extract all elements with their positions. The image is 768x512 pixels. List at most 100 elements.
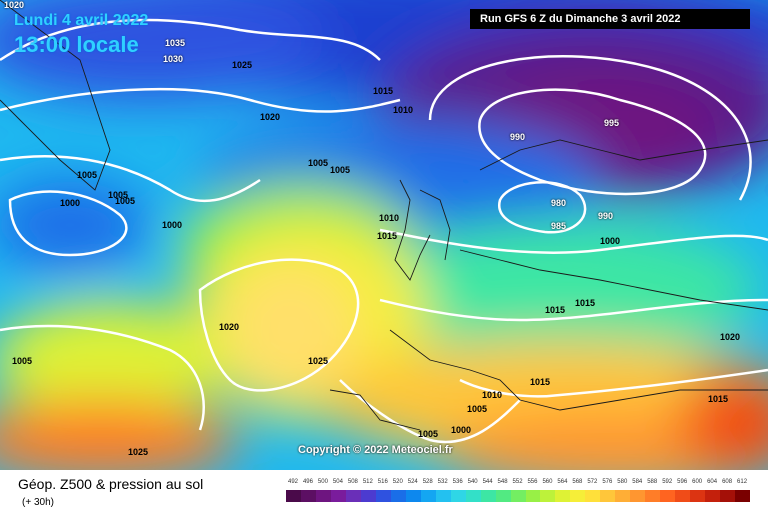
isobar-label: 1005: [418, 429, 439, 439]
legend-value: 504: [332, 479, 343, 485]
legend-value: 564: [557, 479, 568, 485]
forecast-offset: (+ 30h): [22, 497, 54, 508]
legend-value: 560: [542, 479, 553, 485]
legend-swatch: [525, 490, 541, 502]
legend-swatch: [375, 490, 391, 502]
isobar-label: 1010: [393, 105, 414, 115]
isobar-label: 1015: [377, 231, 398, 241]
legend-value: 608: [722, 479, 733, 485]
legend-value: 588: [647, 479, 658, 485]
isobar-label: 990: [598, 211, 614, 221]
weather-map: Lundi 4 avril 2022 13:00 locale Run GFS …: [0, 0, 768, 470]
legend-value: 548: [497, 479, 508, 485]
legend-value: 584: [632, 479, 643, 485]
coastlines: [0, 0, 768, 431]
isobar-label: 985: [551, 221, 567, 231]
legend-swatch: [286, 490, 301, 502]
legend-swatch: [585, 490, 601, 502]
legend-swatch: [345, 490, 361, 502]
legend-value: 604: [707, 479, 718, 485]
legend-swatch: [405, 490, 421, 502]
legend-value: 576: [602, 479, 613, 485]
geopotential-field: [0, 0, 768, 470]
isobar-label: 980: [551, 198, 567, 208]
isobar-lines: [0, 18, 768, 444]
isobar-label: 1000: [600, 236, 621, 246]
forecast-time: 13:00 locale: [14, 32, 139, 57]
legend-swatch: [615, 490, 631, 502]
isobar-label: 1025: [232, 60, 253, 70]
map-title: Géop. Z500 & pression au sol: [18, 476, 204, 492]
legend-swatch: [555, 490, 571, 502]
legend-swatch: [420, 490, 436, 502]
legend-value: 524: [407, 479, 418, 485]
isobar-label: 1005: [12, 356, 33, 366]
legend-swatch: [510, 490, 526, 502]
legend-swatch: [330, 490, 346, 502]
isobar-label: 1015: [530, 377, 551, 387]
isobar-label: 1015: [708, 394, 729, 404]
isobar-label: 1005: [467, 404, 488, 414]
legend-value: 556: [527, 479, 538, 485]
isobar-label: 995: [604, 118, 620, 128]
forecast-date: Lundi 4 avril 2022: [14, 12, 149, 29]
legend-value: 512: [362, 479, 373, 485]
legend-scale-labels: 492 496 500 504 508 512 516 520 524 528 532 536 540 5…: [286, 479, 750, 489]
legend-value: 552: [512, 479, 523, 485]
legend-swatch: [735, 490, 751, 502]
legend-value: 508: [347, 479, 358, 485]
isobar-label: 1025: [128, 447, 149, 457]
color-legend: [286, 490, 751, 502]
isobar-label: 1020: [720, 332, 741, 342]
legend-swatch: [480, 490, 496, 502]
isobar-label: 1020: [219, 322, 240, 332]
legend-swatch: [435, 490, 451, 502]
legend-swatch: [540, 490, 556, 502]
legend-swatch: [495, 490, 511, 502]
isobar-label: 1005: [77, 170, 98, 180]
legend-swatch: [630, 490, 646, 502]
legend-value: 572: [587, 479, 598, 485]
legend-swatch: [390, 490, 406, 502]
legend-swatch: [450, 490, 466, 502]
legend-swatch: [315, 490, 331, 502]
legend-swatch: [705, 490, 721, 502]
map-footer: Géop. Z500 & pression au sol (+ 30h) 492…: [0, 470, 768, 512]
legend-swatch: [660, 490, 676, 502]
legend-value: 580: [617, 479, 628, 485]
isobar-label: 1005: [108, 190, 129, 200]
legend-value: 612: [737, 479, 748, 485]
legend-value: 540: [467, 479, 478, 485]
legend-swatch: [600, 490, 616, 502]
legend-value: 496: [302, 479, 313, 485]
legend-swatch: [690, 490, 706, 502]
isobar-label: 1020: [4, 0, 25, 10]
legend-value: 592: [662, 479, 673, 485]
isobar-label: 1015: [373, 86, 394, 96]
legend-value: 596: [677, 479, 688, 485]
model-run-label: Run GFS 6 Z du Dimanche 3 avril 2022: [470, 9, 750, 29]
isobar-label: 1010: [482, 390, 503, 400]
isobar-label: 1005: [308, 158, 329, 168]
legend-value: 520: [392, 479, 403, 485]
legend-value: 568: [572, 479, 583, 485]
legend-swatch: [300, 490, 316, 502]
isobar-label: 1015: [575, 298, 596, 308]
legend-value: 544: [482, 479, 493, 485]
copyright-notice: Copyright © 2022 Meteociel.fr: [298, 444, 453, 456]
legend-value: 492: [288, 479, 299, 485]
legend-value: 536: [452, 479, 463, 485]
legend-swatch: [675, 490, 691, 502]
legend-swatch: [645, 490, 661, 502]
legend-value: 516: [377, 479, 388, 485]
isobar-label: 1015: [545, 305, 566, 315]
isobar-label: 1030: [163, 54, 184, 64]
isobar-label: 1035: [165, 38, 186, 48]
isobar-label: 1000: [451, 425, 472, 435]
legend-swatch: [465, 490, 481, 502]
isobar-label: 1025: [308, 356, 329, 366]
isobar-label: 1005: [115, 196, 136, 206]
legend-swatch: [570, 490, 586, 502]
isobar-label: 1010: [379, 213, 400, 223]
legend-value: 600: [692, 479, 703, 485]
